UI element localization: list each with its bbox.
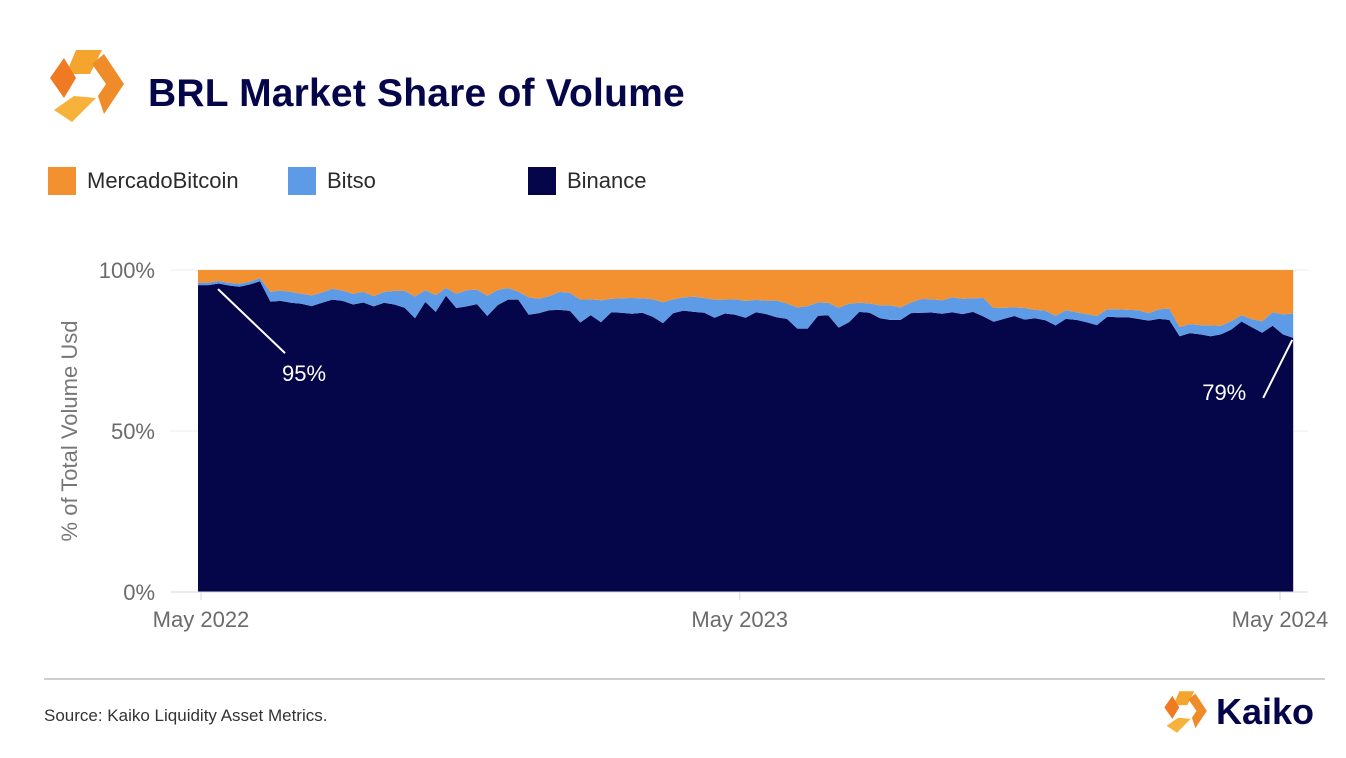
brand-logo: Kaiko (1162, 688, 1314, 736)
y-axis-title: % of Total Volume Usd (57, 321, 82, 542)
footer-divider (44, 678, 1325, 680)
series-area-mercadobitcoin (198, 270, 1294, 327)
legend-label-binance: Binance (567, 168, 647, 193)
x-tick-label: May 2023 (691, 607, 788, 632)
legend-swatch-bitso (288, 167, 316, 195)
x-tick-label: May 2024 (1232, 607, 1329, 632)
legend-item-bitso: Bitso (288, 166, 376, 196)
series-area-binance (198, 281, 1294, 592)
y-tick-label: 100% (99, 258, 155, 283)
y-tick-label: 50% (111, 419, 155, 444)
chart-title: BRL Market Share of Volume (148, 72, 685, 115)
series-area-bitso (198, 278, 1294, 338)
kaiko-brand-icon (1164, 691, 1207, 733)
annotation-pointer-end (1262, 339, 1294, 399)
legend-item-mercadobitcoin: MercadoBitcoin (48, 166, 239, 196)
annotation-label-end: 79% (1202, 380, 1246, 405)
legend-label-bitso: Bitso (327, 168, 376, 193)
y-tick-label: 0% (123, 580, 155, 605)
source-note: Source: Kaiko Liquidity Asset Metrics. (44, 706, 328, 725)
legend-swatch-binance (528, 167, 556, 195)
annotation-label-start: 95% (282, 361, 326, 386)
annotation-pointer-start (217, 288, 286, 354)
kaiko-logo-icon (50, 50, 124, 122)
legend-label-mercadobitcoin: MercadoBitcoin (87, 168, 239, 193)
brand-name: Kaiko (1216, 691, 1315, 732)
legend-swatch-mercadobitcoin (48, 167, 76, 195)
legend-item-binance: Binance (528, 166, 647, 196)
x-tick-label: May 2022 (153, 607, 250, 632)
chart-area: 100% 50% 0%May 2022 May 2023 May 2024 % of To… (57, 258, 1329, 632)
